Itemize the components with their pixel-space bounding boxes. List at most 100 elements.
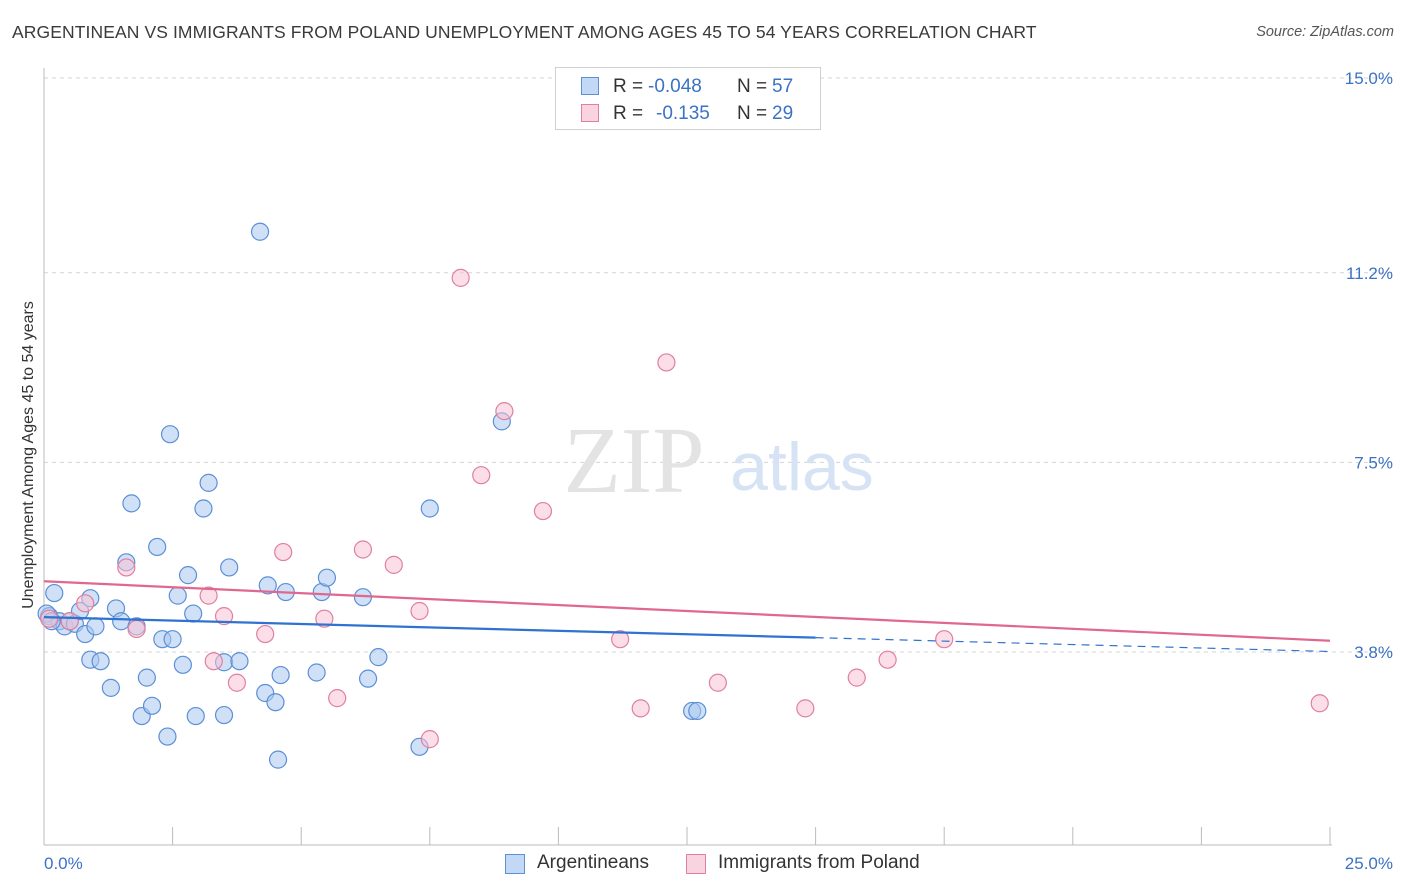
poland-swatch bbox=[581, 104, 599, 122]
poland-point bbox=[227, 673, 246, 692]
poland-point bbox=[1310, 694, 1329, 713]
n-label: N = bbox=[737, 76, 768, 97]
poland-point bbox=[451, 268, 470, 287]
argentinean-point bbox=[160, 425, 180, 444]
argentinean-point bbox=[186, 706, 205, 726]
r-label: R = bbox=[613, 103, 644, 124]
poland-point bbox=[127, 619, 146, 639]
poland-point bbox=[274, 542, 293, 562]
poland-point bbox=[533, 501, 553, 521]
argentinean-point bbox=[420, 499, 439, 518]
poland-point bbox=[40, 609, 59, 628]
argentinean-point bbox=[148, 537, 167, 557]
argentinean-point bbox=[230, 652, 249, 671]
argentinean-point bbox=[268, 750, 288, 769]
trend-lines bbox=[43, 580, 1331, 653]
n-label: N = bbox=[737, 103, 768, 124]
argentinean-point bbox=[91, 652, 110, 671]
gridlines bbox=[44, 77, 1393, 653]
argentinean-point bbox=[307, 663, 326, 682]
argentinean-point bbox=[358, 669, 378, 688]
y-tick-label: 7.5% bbox=[1354, 453, 1393, 472]
argentinean-point bbox=[184, 604, 203, 623]
poland-point bbox=[420, 730, 439, 749]
poland-point bbox=[256, 624, 275, 644]
argentinean-point bbox=[45, 583, 64, 603]
r-label: R = bbox=[613, 76, 644, 97]
argentineans-swatch bbox=[581, 77, 599, 95]
poland-point bbox=[878, 650, 897, 669]
argentinean-point bbox=[142, 696, 162, 715]
poland-point bbox=[384, 555, 403, 574]
argentinean-point bbox=[199, 473, 218, 492]
x-tick-label-max: 25.0% bbox=[1345, 854, 1393, 873]
poland-point bbox=[76, 594, 95, 613]
y-axis-label-wrap: Unemployment Among Ages 45 to 54 years bbox=[16, 0, 42, 892]
argentinean-point bbox=[122, 494, 141, 513]
data-points bbox=[37, 222, 1329, 769]
x-tick-label-min: 0.0% bbox=[44, 854, 83, 873]
watermark: ZIP atlas bbox=[564, 409, 874, 513]
poland-point bbox=[204, 652, 223, 671]
y-axis-label: Unemployment Among Ages 45 to 54 years bbox=[20, 301, 37, 609]
argentinean-point bbox=[258, 576, 277, 595]
poland-point bbox=[410, 601, 429, 621]
argentinean-point bbox=[317, 568, 337, 587]
poland-point bbox=[657, 353, 676, 372]
r-value: -0.048 bbox=[648, 76, 702, 97]
y-tick-label: 11.2% bbox=[1346, 264, 1393, 283]
argentinean-point bbox=[163, 630, 182, 649]
poland-point bbox=[611, 630, 630, 649]
y-tick-label: 15.0% bbox=[1345, 69, 1393, 88]
poland-point bbox=[328, 689, 347, 708]
argentinean-point bbox=[271, 665, 290, 685]
correlation-legend: R = -0.048 N = 57 R = -0.135 N = 29 bbox=[555, 67, 821, 130]
watermark-atlas: atlas bbox=[730, 429, 874, 505]
n-value: 29 bbox=[772, 103, 794, 124]
legend-label: Immigrants from Poland bbox=[718, 852, 920, 873]
poland-trend-line bbox=[43, 580, 1331, 642]
source-credit: Source: ZipAtlas.com bbox=[1256, 24, 1394, 40]
legend-label: Argentineans bbox=[537, 852, 649, 873]
r-value: -0.135 bbox=[656, 103, 710, 124]
poland-swatch bbox=[686, 854, 706, 874]
argentineans-points bbox=[37, 222, 707, 769]
argentinean-point bbox=[112, 612, 131, 631]
poland-point bbox=[353, 540, 373, 559]
argentinean-point bbox=[86, 617, 105, 636]
poland-point bbox=[315, 609, 334, 628]
axes bbox=[43, 68, 1332, 846]
argentinean-point bbox=[220, 558, 239, 577]
argentineans-trend-line bbox=[43, 616, 816, 639]
poland-point bbox=[214, 607, 234, 626]
y-tick-label: 3.8% bbox=[1354, 643, 1393, 662]
y-tick-labels: 3.8% 7.5% 11.2% 15.0% bbox=[1345, 69, 1393, 662]
poland-point bbox=[796, 699, 815, 718]
chart-title: ARGENTINEAN VS IMMIGRANTS FROM POLAND UN… bbox=[12, 22, 1037, 42]
argentinean-point bbox=[101, 678, 120, 697]
argentinean-point bbox=[178, 566, 198, 585]
poland-points bbox=[40, 268, 1329, 749]
argentinean-point bbox=[266, 693, 285, 712]
argentinean-point bbox=[688, 701, 707, 721]
poland-point bbox=[472, 466, 491, 485]
argentinean-point bbox=[194, 499, 213, 518]
argentineans-trend-extension bbox=[815, 637, 1331, 653]
poland-point bbox=[495, 402, 514, 421]
argentinean-point bbox=[173, 655, 192, 674]
argentinean-point bbox=[214, 705, 234, 725]
poland-point bbox=[631, 699, 650, 718]
poland-point bbox=[117, 558, 136, 577]
poland-point bbox=[60, 612, 79, 631]
argentinean-point bbox=[369, 648, 388, 667]
argentinean-point bbox=[137, 668, 156, 687]
poland-point bbox=[935, 630, 954, 649]
argentinean-point bbox=[168, 586, 187, 605]
poland-point bbox=[199, 586, 218, 605]
poland-point bbox=[708, 673, 727, 692]
watermark-zip: ZIP bbox=[564, 409, 705, 513]
argentineans-swatch bbox=[505, 854, 525, 874]
argentinean-point bbox=[158, 727, 177, 746]
argentinean-point bbox=[250, 222, 270, 241]
